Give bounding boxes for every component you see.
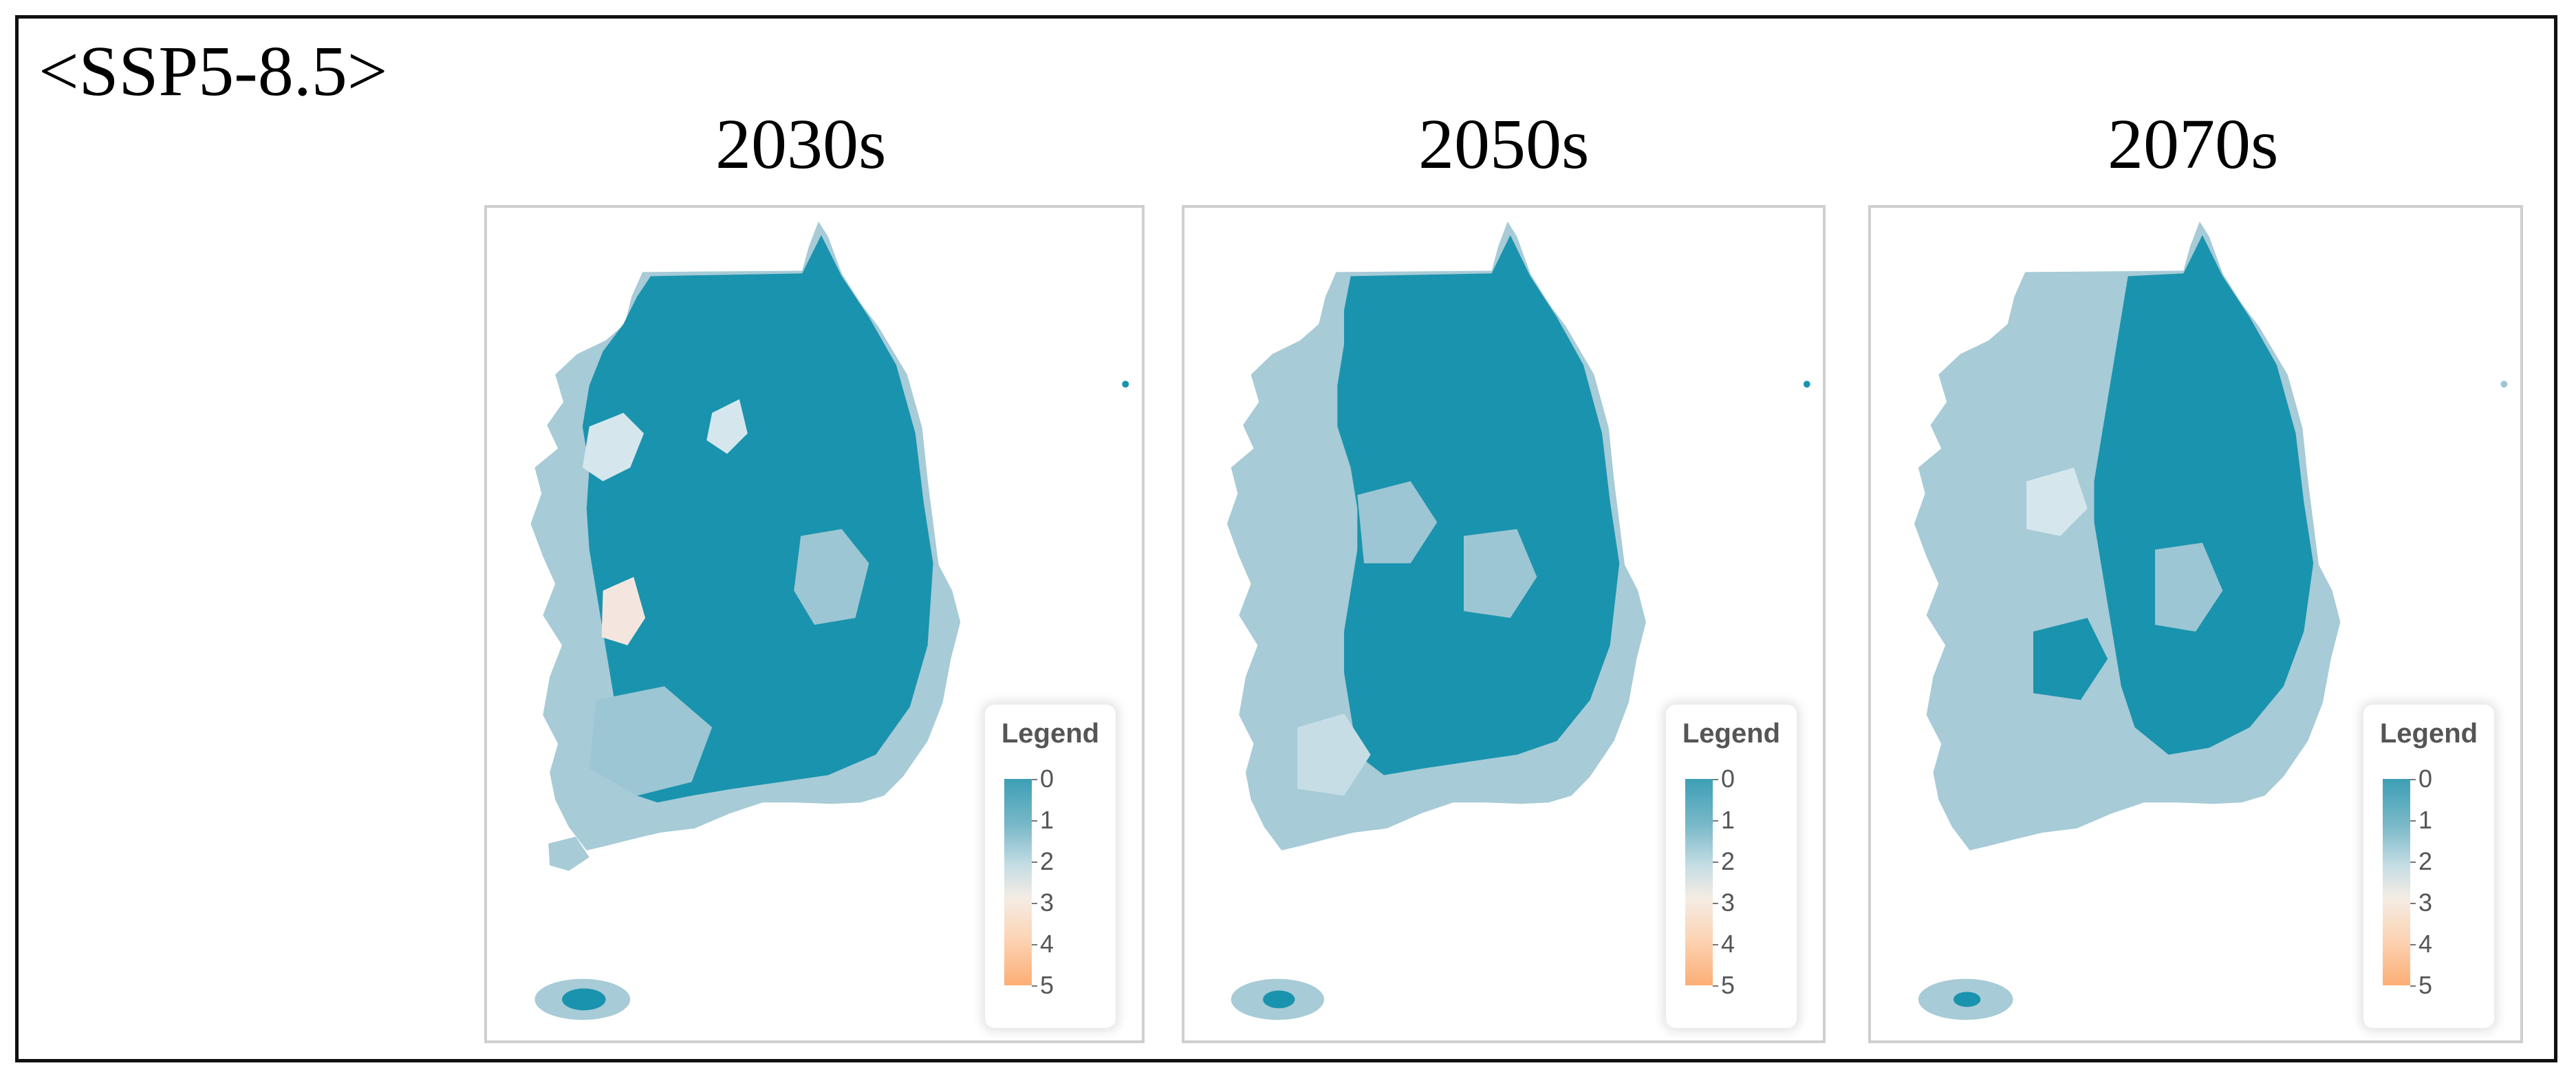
peach-patch (601, 577, 646, 645)
legend-label-3: 3 (1721, 888, 1735, 917)
high-patch (2033, 618, 2108, 700)
mid-patch (1357, 481, 1438, 564)
legend-colorbar (2383, 779, 2410, 985)
legend-label-5: 5 (1721, 971, 1735, 999)
legend-tick (1032, 985, 1037, 987)
legend-label-1: 1 (1040, 806, 1054, 834)
legend-tick (1713, 985, 1718, 987)
legend-tick (2410, 820, 2416, 822)
legend-label-3: 3 (1040, 888, 1054, 917)
legend-2070s: Legend 0 1 2 3 4 5 (2363, 705, 2494, 1028)
legend-title: Legend (1682, 718, 1781, 749)
korea-map-2030s (530, 221, 1129, 1020)
legend-tick (1713, 861, 1718, 863)
korea-map-2050s (1226, 221, 1810, 1020)
legend-tick (1032, 903, 1037, 904)
legend-tick (2410, 779, 2416, 780)
legend-title: Legend (1001, 718, 1100, 749)
mid-patch (589, 686, 713, 796)
panel-title-2070s: 2070s (2108, 105, 2279, 184)
legend-label-0: 0 (2418, 764, 2433, 793)
map-panel-2050s: Legend 0 1 2 3 4 5 (1182, 205, 1826, 1043)
legend-tick (2410, 985, 2416, 987)
legend-label-4: 4 (1721, 930, 1735, 958)
map-panel-2070s: Legend 0 1 2 3 4 5 (1868, 205, 2523, 1043)
mid-patch (794, 528, 869, 625)
legend-tick (2410, 861, 2416, 863)
ulleungdo-island (1122, 381, 1129, 388)
legend-tick (1713, 779, 1718, 780)
scenario-label: <SSP5-8.5> (39, 32, 388, 111)
panel-title-2050s: 2050s (1418, 105, 1590, 184)
legend-title: Legend (2379, 718, 2478, 749)
ulleungdo-island (2500, 381, 2508, 388)
legend-label-5: 5 (1040, 971, 1054, 999)
legend-label-5: 5 (2418, 971, 2433, 999)
low-patch (582, 413, 645, 482)
jeju-core (562, 988, 606, 1011)
legend-label-3: 3 (2418, 888, 2433, 917)
low-patch (706, 399, 748, 454)
legend-tick (1032, 944, 1037, 945)
jeju-core (1263, 990, 1295, 1009)
map-panel-2030s: Legend 0 1 2 3 4 5 (484, 205, 1145, 1043)
panel-title-2030s: 2030s (715, 105, 887, 184)
high-suitability-area (1337, 235, 1620, 775)
legend-tick (1713, 820, 1718, 822)
legend-colorbar (1685, 779, 1713, 985)
low-patch (2026, 467, 2088, 536)
ulleungdo-island (1803, 381, 1810, 388)
legend-colorbar (1004, 779, 1032, 985)
legend-tick (1713, 903, 1718, 904)
legend-label-1: 1 (2418, 806, 2433, 834)
legend-label-2: 2 (1721, 847, 1735, 875)
legend-2030s: Legend 0 1 2 3 4 5 (985, 705, 1116, 1028)
legend-label-2: 2 (2418, 847, 2433, 875)
jeju-core (1953, 992, 1981, 1007)
mid-patch (1464, 528, 1537, 619)
legend-tick (2410, 903, 2416, 904)
legend-tick (2410, 944, 2416, 945)
korea-map-2070s (1914, 221, 2508, 1020)
legend-label-4: 4 (2418, 930, 2433, 958)
low-patch (1297, 714, 1371, 796)
legend-label-2: 2 (1040, 847, 1054, 875)
legend-label-0: 0 (1721, 764, 1735, 793)
legend-2050s: Legend 0 1 2 3 4 5 (1666, 705, 1797, 1028)
legend-label-0: 0 (1040, 764, 1054, 793)
high-suitability-area (582, 235, 933, 803)
legend-label-4: 4 (1040, 930, 1054, 958)
legend-tick (1032, 779, 1037, 780)
island (548, 836, 589, 871)
legend-tick (1032, 861, 1037, 863)
high-suitability-area (2094, 235, 2314, 755)
legend-tick (1713, 944, 1718, 945)
mid-patch (2155, 542, 2223, 632)
legend-tick (1032, 820, 1037, 822)
legend-label-1: 1 (1721, 806, 1735, 834)
